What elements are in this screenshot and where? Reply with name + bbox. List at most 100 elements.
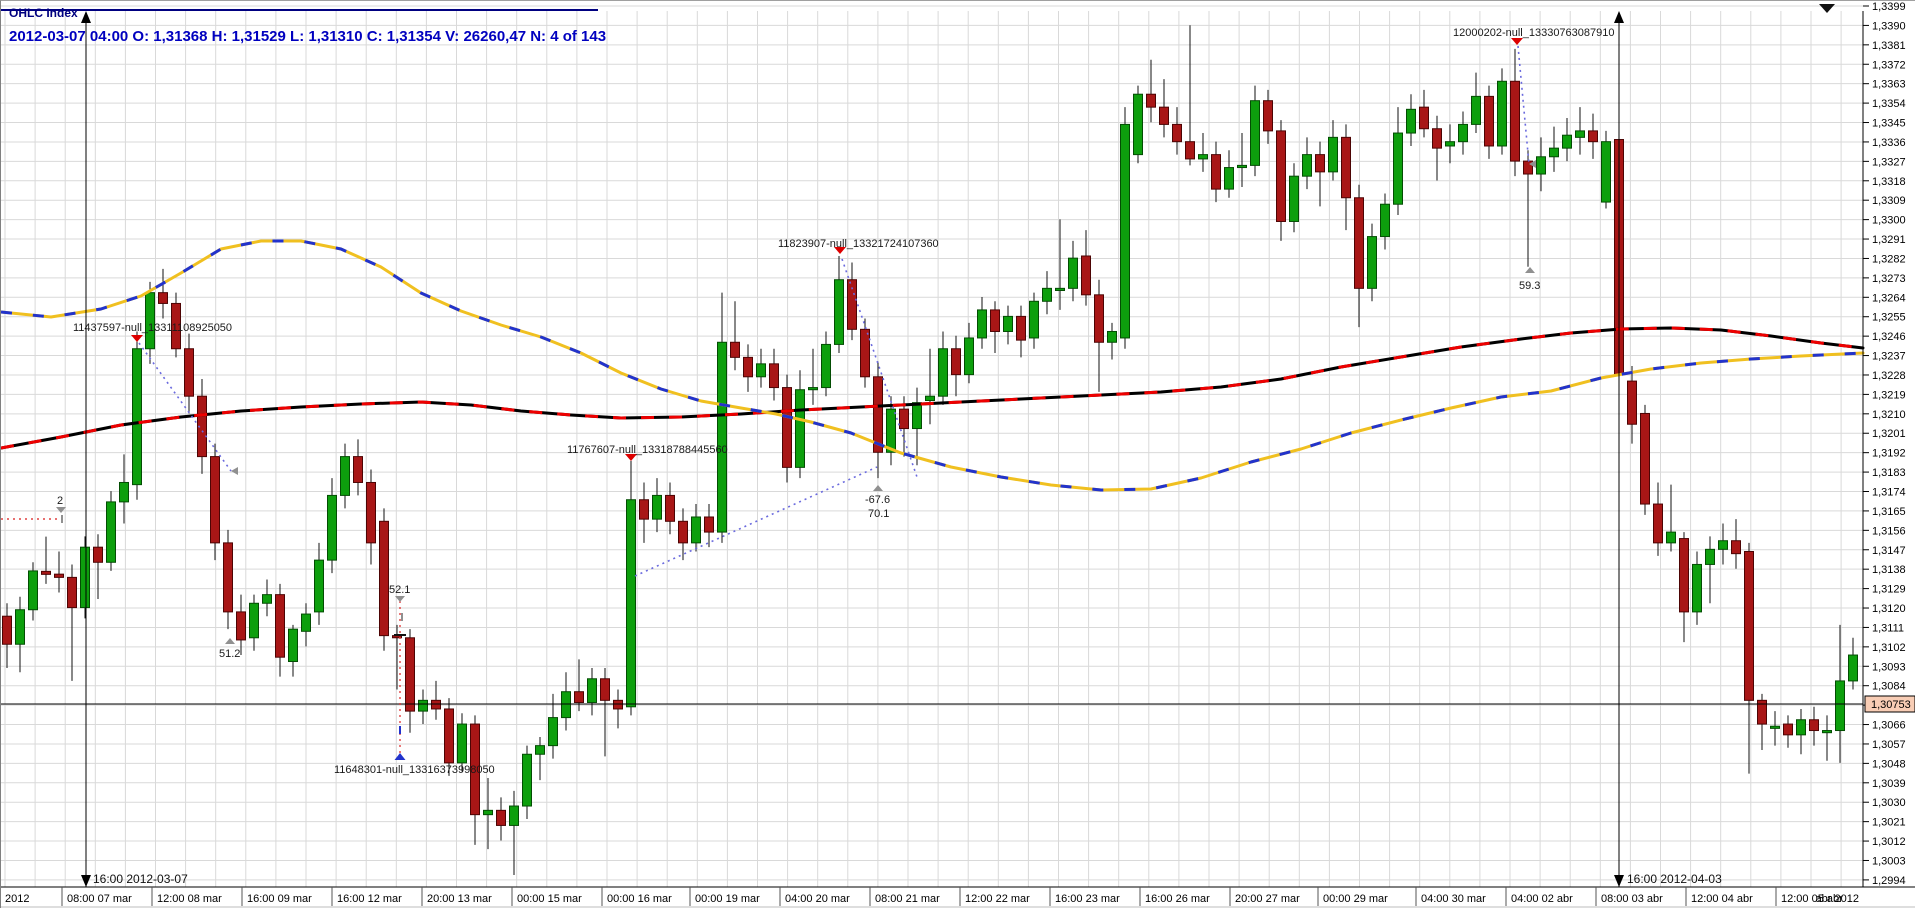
candle[interactable] xyxy=(1432,115,1442,181)
candle[interactable] xyxy=(886,396,896,466)
candle[interactable] xyxy=(1666,484,1676,552)
candle[interactable] xyxy=(691,504,701,552)
candle[interactable] xyxy=(730,301,740,371)
candle[interactable] xyxy=(379,508,389,651)
candle[interactable] xyxy=(145,281,155,364)
candle[interactable] xyxy=(1341,124,1351,231)
candle[interactable] xyxy=(1172,107,1182,155)
candle[interactable] xyxy=(405,629,415,733)
candle[interactable] xyxy=(1705,536,1715,604)
candle[interactable] xyxy=(639,482,649,543)
candle[interactable] xyxy=(1510,48,1520,177)
candle[interactable] xyxy=(457,713,467,772)
candle[interactable] xyxy=(509,790,519,876)
candles-layer[interactable] xyxy=(2,25,1858,876)
candle[interactable] xyxy=(1211,141,1221,203)
candle[interactable] xyxy=(236,594,246,656)
candle[interactable] xyxy=(28,562,38,621)
candle[interactable] xyxy=(1757,693,1767,750)
candle[interactable] xyxy=(353,439,363,496)
candle[interactable] xyxy=(1419,89,1429,138)
candle[interactable] xyxy=(561,672,571,731)
candle[interactable] xyxy=(1289,163,1299,233)
candle[interactable] xyxy=(535,737,545,781)
candle[interactable] xyxy=(223,529,233,630)
candle[interactable] xyxy=(743,344,753,392)
candle[interactable] xyxy=(1055,219,1065,310)
candle[interactable] xyxy=(847,262,857,341)
candle[interactable] xyxy=(1718,523,1728,565)
candle[interactable] xyxy=(1653,482,1663,556)
candle[interactable] xyxy=(41,536,51,584)
candle[interactable] xyxy=(1770,711,1780,746)
cursor-line-group[interactable]: 16:00 2012-03-07 xyxy=(81,11,188,887)
candle[interactable] xyxy=(1822,715,1832,761)
candle[interactable] xyxy=(67,564,77,681)
candle[interactable] xyxy=(1445,124,1455,164)
candle[interactable] xyxy=(1575,107,1585,155)
candle[interactable] xyxy=(717,292,727,543)
candle[interactable] xyxy=(1146,59,1156,123)
candle[interactable] xyxy=(197,378,207,474)
candle[interactable] xyxy=(1848,637,1858,690)
candle[interactable] xyxy=(184,333,194,414)
candle[interactable] xyxy=(1536,137,1546,192)
candle[interactable] xyxy=(912,387,922,466)
candle[interactable] xyxy=(990,301,1000,354)
candle[interactable] xyxy=(483,777,493,850)
candle[interactable] xyxy=(1809,706,1819,746)
candle[interactable] xyxy=(262,579,272,617)
candle[interactable] xyxy=(1094,279,1104,392)
candle[interactable] xyxy=(1185,25,1195,166)
candle[interactable] xyxy=(756,348,766,388)
candle[interactable] xyxy=(314,542,324,625)
candle[interactable] xyxy=(210,443,220,561)
candle[interactable] xyxy=(1198,133,1208,172)
candle[interactable] xyxy=(1302,137,1312,190)
candle[interactable] xyxy=(1276,120,1286,241)
candle[interactable] xyxy=(418,689,428,725)
candle[interactable] xyxy=(1497,68,1507,155)
candle[interactable] xyxy=(1380,193,1390,250)
candle[interactable] xyxy=(1796,708,1806,755)
candle[interactable] xyxy=(1458,111,1468,155)
candle[interactable] xyxy=(2,603,12,668)
candle[interactable] xyxy=(1406,94,1416,146)
candle[interactable] xyxy=(444,698,454,776)
candle[interactable] xyxy=(782,374,792,483)
candle[interactable] xyxy=(1224,150,1234,198)
candle[interactable] xyxy=(951,335,961,397)
candle[interactable] xyxy=(600,667,610,757)
candle[interactable] xyxy=(158,268,168,319)
candle[interactable] xyxy=(821,331,831,397)
candle[interactable] xyxy=(522,745,532,819)
candle[interactable] xyxy=(1133,85,1143,164)
candle[interactable] xyxy=(808,348,818,405)
candle[interactable] xyxy=(54,551,64,593)
candle[interactable] xyxy=(1367,223,1377,302)
candle[interactable] xyxy=(587,667,597,716)
candle[interactable] xyxy=(470,715,480,845)
candle[interactable] xyxy=(1679,532,1689,643)
candle[interactable] xyxy=(1029,292,1039,349)
candle[interactable] xyxy=(704,504,714,548)
candle[interactable] xyxy=(132,331,142,500)
candle[interactable] xyxy=(977,296,987,349)
candle[interactable] xyxy=(496,797,506,841)
candle[interactable] xyxy=(1835,624,1845,763)
candle[interactable] xyxy=(1627,365,1637,444)
candle[interactable] xyxy=(1393,107,1403,216)
candle[interactable] xyxy=(93,534,103,599)
candle[interactable] xyxy=(1744,542,1754,774)
candle[interactable] xyxy=(769,348,779,401)
candle[interactable] xyxy=(626,460,636,716)
candle[interactable] xyxy=(1328,120,1338,181)
candle[interactable] xyxy=(652,478,662,533)
candle[interactable] xyxy=(327,478,337,574)
candle[interactable] xyxy=(1601,130,1611,209)
candle[interactable] xyxy=(1523,150,1533,267)
candle[interactable] xyxy=(1159,79,1169,138)
candle[interactable] xyxy=(613,689,623,729)
candle[interactable] xyxy=(119,454,129,524)
